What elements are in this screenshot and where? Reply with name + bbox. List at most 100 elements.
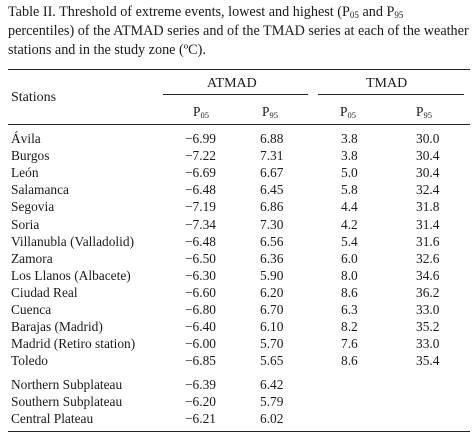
bottom-rule: [8, 431, 470, 432]
caption-text-3: percentiles) of the ATMAD series and of …: [8, 23, 469, 58]
atmad-p05-cell: −6.50: [185, 250, 216, 266]
tmad-p05-cell: 8.0: [341, 267, 358, 283]
tmad-p95-cell: 30.4: [416, 148, 440, 164]
tmad-p95-cell: 31.6: [416, 233, 440, 249]
tmad-p05-cell: 5.8: [341, 182, 358, 198]
tmad-p05-header: P05: [340, 104, 356, 120]
station-cell: Central Plateau: [11, 411, 94, 427]
tmad-p95-cell: 30.4: [416, 165, 440, 181]
atmad-rule: [163, 94, 308, 95]
tmad-p95-cell: 33.0: [416, 336, 440, 352]
stations-header: Stations: [11, 90, 57, 105]
tmad-p95-cell: 32.4: [416, 182, 440, 198]
tmad-p05-cell: 5.4: [341, 233, 358, 249]
atmad-p95-cell: 5.90: [260, 267, 284, 283]
atmad-p95-cell: 6.67: [260, 165, 284, 181]
tmad-p95-cell: 35.2: [416, 319, 440, 335]
tmad-p05-cell: 6.0: [341, 250, 358, 266]
atmad-p95-cell: 6.45: [260, 182, 284, 198]
tmad-p05-cell: 8.2: [341, 319, 358, 335]
atmad-p05-cell: −6.48: [185, 233, 216, 249]
atmad-p95-cell: 6.56: [260, 233, 284, 249]
atmad-p05-cell: −6.30: [185, 267, 216, 283]
atmad-p05-cell: −7.34: [185, 216, 216, 232]
p95-subscript: 95: [269, 110, 278, 120]
atmad-p05-cell: −6.85: [185, 353, 216, 369]
atmad-p05-cell: −6.99: [185, 131, 216, 146]
atmad-p95-cell: 6.86: [260, 199, 284, 215]
atmad-p95-cell: 7.30: [260, 216, 284, 232]
tmad-p95-cell: 31.4: [416, 216, 440, 232]
table-caption: Table II. Threshold of extreme events, l…: [8, 3, 470, 60]
caption-subscript-2: 95: [394, 10, 404, 20]
p-letter: P: [193, 104, 201, 119]
station-cell: Barajas (Madrid): [11, 319, 103, 335]
station-cell: Soria: [11, 216, 40, 232]
atmad-p05-cell: −7.19: [185, 199, 216, 215]
station-cell: Burgos: [11, 148, 50, 164]
caption-subscript-1: 05: [349, 10, 359, 20]
atmad-p05-cell: −6.40: [185, 319, 216, 335]
station-cell: Madrid (Retiro station): [11, 336, 136, 352]
station-cell: Northern Subplateau: [11, 377, 123, 392]
atmad-p95-cell: 6.70: [260, 302, 284, 317]
tmad-p95-cell: 33.0: [416, 302, 440, 317]
tmad-p05-cell: 6.3: [341, 302, 358, 317]
tmad-rule: [318, 94, 464, 95]
station-cell: Toledo: [11, 353, 48, 369]
atmad-p05-cell: −6.20: [185, 394, 216, 410]
p05-subscript: 05: [200, 110, 209, 120]
tmad-p95-cell: 34.6: [416, 267, 440, 283]
atmad-p95-cell: 6.88: [260, 131, 284, 146]
atmad-p05-cell: −6.39: [185, 377, 216, 392]
tmad-p95-cell: 35.4: [416, 353, 440, 369]
atmad-p05-cell: −6.00: [185, 336, 216, 352]
station-cell: Cuenca: [11, 302, 52, 317]
tmad-p95-cell: 31.8: [416, 199, 440, 215]
caption-text-1: Table II. Threshold of extreme events, l…: [8, 4, 350, 20]
atmad-p95-cell: 5.65: [260, 353, 284, 369]
tmad-p05-cell: 5.0: [341, 165, 358, 181]
tmad-p05-cell: 3.8: [341, 148, 358, 164]
atmad-p05-cell: −6.80: [185, 302, 216, 317]
station-cell: Zamora: [11, 250, 53, 266]
atmad-header: ATMAD: [207, 76, 257, 91]
atmad-p05-cell: −6.60: [185, 284, 216, 300]
atmad-p05-cell: −7.22: [185, 148, 216, 164]
atmad-p95-cell: 7.31: [260, 148, 284, 164]
p-letter: P: [340, 104, 348, 119]
tmad-p05-cell: 3.8: [341, 131, 358, 146]
station-cell: Segovia: [11, 199, 55, 215]
caption-text-2: and P: [358, 4, 395, 20]
station-cell: Salamanca: [11, 182, 69, 198]
atmad-p95-cell: 6.36: [260, 250, 284, 266]
tmad-p05-cell: 7.6: [341, 336, 358, 352]
atmad-p95-cell: 6.02: [260, 411, 284, 427]
tmad-p05-cell: 4.2: [341, 216, 358, 232]
station-cell: Southern Subplateau: [11, 394, 123, 410]
atmad-p95-cell: 6.42: [260, 377, 284, 392]
p05-subscript: 05: [347, 110, 356, 120]
tmad-header: TMAD: [366, 76, 408, 91]
p-letter: P: [416, 104, 424, 119]
tmad-p05-cell: 8.6: [341, 284, 358, 300]
station-cell: Ciudad Real: [11, 284, 78, 300]
atmad-p05-cell: −6.69: [185, 165, 216, 181]
atmad-p95-cell: 6.10: [260, 319, 284, 335]
tmad-p95-header: P95: [416, 104, 432, 120]
atmad-p95-cell: 5.70: [260, 336, 284, 352]
tmad-p05-cell: 8.6: [341, 353, 358, 369]
header-bottom-rule: [8, 124, 470, 125]
station-cell: Villanubla (Valladolid): [11, 233, 135, 249]
tmad-p95-cell: 36.2: [416, 284, 440, 300]
p95-subscript: 95: [423, 110, 432, 120]
atmad-p95-cell: 6.20: [260, 284, 284, 300]
atmad-p05-cell: −6.48: [185, 182, 216, 198]
tmad-p95-cell: 30.0: [416, 131, 440, 146]
tmad-p95-cell: 32.6: [416, 250, 440, 266]
p-letter: P: [262, 104, 270, 119]
top-rule: [8, 69, 470, 70]
station-cell: Ávila: [11, 131, 41, 146]
atmad-p05-cell: −6.21: [185, 411, 216, 427]
